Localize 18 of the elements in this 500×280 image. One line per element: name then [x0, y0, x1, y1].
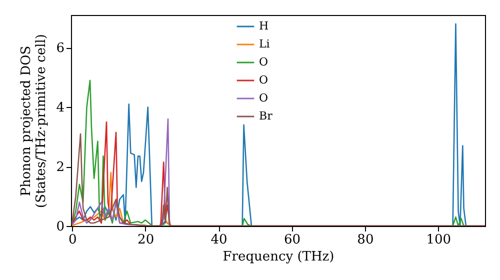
y-axis-title: Phonon projected DOS (States/THz·primitive cell) [19, 34, 50, 208]
y-tick-label: 0 [56, 220, 64, 234]
legend-label: O [259, 92, 268, 104]
x-tick-label: 0 [68, 232, 77, 248]
legend-label: Br [259, 110, 274, 122]
y-tick-label: 2 [56, 160, 64, 176]
y-tick-label: 6 [56, 41, 64, 56]
x-axis-title: Frequency (THz) [222, 250, 334, 264]
y-tick-label: 4 [56, 100, 64, 116]
x-tick-label: 100 [426, 232, 452, 248]
x-tick-label: 40 [210, 232, 228, 248]
legend-label: O [259, 56, 268, 68]
x-tick-label: 60 [284, 232, 300, 248]
legend-label: H [259, 20, 269, 32]
x-tick-label: 80 [357, 232, 374, 248]
legend-label: Li [259, 38, 270, 50]
legend-label: O [259, 74, 268, 86]
x-tick-label: 20 [138, 232, 154, 248]
